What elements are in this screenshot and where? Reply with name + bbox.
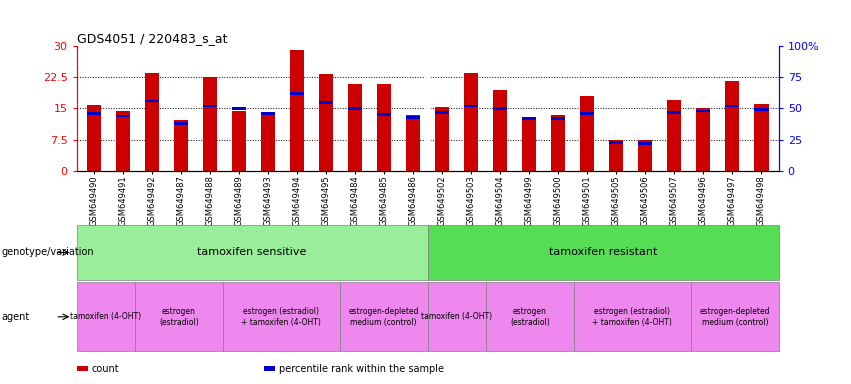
Bar (319, 101, 334, 104)
Bar (174, 120, 188, 171)
Bar (203, 104, 217, 108)
Bar (145, 99, 159, 103)
Bar (522, 119, 536, 171)
Text: tamoxifen sensitive: tamoxifen sensitive (197, 247, 307, 258)
Text: tamoxifen (4-OHT): tamoxifen (4-OHT) (421, 312, 493, 321)
Text: estrogen (estradiol)
+ tamoxifen (4-OHT): estrogen (estradiol) + tamoxifen (4-OHT) (592, 307, 672, 326)
Bar (522, 117, 536, 120)
Bar (348, 107, 363, 110)
Bar (754, 108, 768, 111)
Bar (493, 90, 507, 171)
Bar (464, 104, 478, 108)
Bar (116, 111, 130, 171)
Text: count: count (92, 364, 119, 374)
Bar (290, 50, 305, 171)
Bar (725, 81, 740, 171)
Bar (348, 84, 363, 171)
Bar (725, 104, 740, 108)
Text: estrogen-depleted
medium (control): estrogen-depleted medium (control) (700, 307, 770, 326)
Bar (435, 107, 449, 171)
Text: estrogen
(estradiol): estrogen (estradiol) (159, 307, 199, 326)
Bar (87, 112, 101, 115)
Bar (580, 112, 595, 115)
Bar (174, 122, 188, 125)
Bar (638, 142, 653, 145)
Text: tamoxifen resistant: tamoxifen resistant (549, 247, 657, 258)
Bar (203, 77, 217, 171)
Bar (145, 73, 159, 171)
Text: percentile rank within the sample: percentile rank within the sample (279, 364, 444, 374)
Bar (231, 111, 246, 171)
Bar (696, 109, 711, 113)
Bar (377, 84, 391, 171)
Bar (667, 100, 682, 171)
Bar (464, 73, 478, 171)
Text: estrogen
(estradiol): estrogen (estradiol) (510, 307, 550, 326)
Bar (754, 104, 768, 171)
Bar (696, 109, 711, 171)
Bar (406, 115, 420, 171)
Text: GDS4051 / 220483_s_at: GDS4051 / 220483_s_at (77, 32, 227, 45)
Bar (493, 107, 507, 110)
Bar (406, 116, 420, 119)
Bar (435, 111, 449, 114)
Bar (609, 141, 624, 144)
Text: estrogen-depleted
medium (control): estrogen-depleted medium (control) (349, 307, 419, 326)
Bar (551, 117, 565, 120)
Bar (667, 111, 682, 114)
Text: genotype/variation: genotype/variation (2, 247, 94, 258)
Bar (319, 74, 334, 171)
Bar (260, 113, 276, 171)
Text: agent: agent (2, 312, 30, 322)
Text: estrogen (estradiol)
+ tamoxifen (4-OHT): estrogen (estradiol) + tamoxifen (4-OHT) (242, 307, 322, 326)
Bar (638, 140, 653, 171)
Bar (116, 114, 130, 118)
Bar (231, 107, 246, 110)
Bar (290, 92, 305, 95)
Bar (609, 140, 624, 171)
Bar (377, 113, 391, 116)
Bar (260, 112, 276, 115)
Bar (551, 115, 565, 171)
Bar (580, 96, 595, 171)
Text: tamoxifen (4-OHT): tamoxifen (4-OHT) (71, 312, 141, 321)
Bar (87, 105, 101, 171)
